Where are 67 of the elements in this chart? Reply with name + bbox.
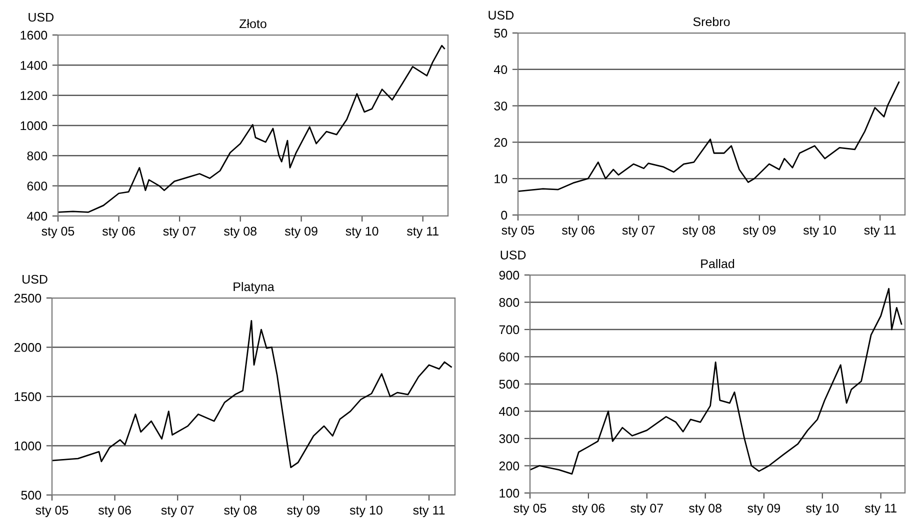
y-tick-label: 1600 (20, 30, 48, 40)
y-axis-title: USD (28, 12, 54, 22)
y-tick-label: 1000 (20, 121, 48, 130)
y-tick-label: 1500 (14, 392, 42, 402)
y-tick-label: 500 (499, 380, 520, 389)
x-tick-label: sty 11 (864, 226, 896, 238)
y-tick-label: 1000 (14, 442, 42, 450)
y-tick-label: 20 (494, 138, 508, 147)
x-tick-label: sty 09 (284, 226, 318, 238)
y-axis-title: USD (488, 10, 514, 20)
y-tick-label: 1200 (20, 91, 48, 100)
x-tick-label: sty 08 (224, 506, 257, 518)
x-tick-label: sty 07 (622, 226, 655, 238)
y-tick-label: 50 (494, 28, 508, 38)
y-tick-label: 2000 (14, 343, 42, 352)
y-tick-label: 300 (499, 434, 520, 444)
line-series (530, 288, 902, 475)
y-tick-label: 100 (500, 488, 520, 498)
y-tick-label: 0 (501, 210, 508, 220)
chart-title: Pallad (701, 258, 734, 268)
x-tick-label: sty 10 (350, 506, 382, 518)
x-tick-label: sty 06 (102, 226, 135, 238)
line-series (52, 320, 452, 468)
x-tick-label: sty 10 (346, 226, 378, 238)
line-series (58, 44, 446, 213)
x-tick-label: sty 07 (163, 226, 196, 238)
x-tick-label: sty 09 (748, 504, 780, 516)
x-tick-label: sty 09 (287, 506, 320, 518)
y-tick-label: 10 (494, 174, 508, 184)
x-tick-label: sty 10 (806, 504, 839, 516)
x-tick-label: sty 07 (630, 504, 663, 516)
x-tick-label: sty 05 (36, 506, 68, 518)
x-tick-label: sty 10 (803, 226, 836, 238)
y-tick-label: 700 (499, 325, 520, 334)
y-tick-label: 30 (494, 102, 508, 110)
y-tick-label: 200 (499, 462, 520, 470)
x-tick-label: sty 11 (864, 504, 896, 516)
x-tick-label: sty 06 (98, 506, 131, 518)
y-tick-label: 2500 (14, 294, 42, 303)
x-tick-label: sty 09 (743, 226, 776, 238)
chart-title: Platyna (234, 282, 274, 294)
y-tick-label: 1400 (20, 60, 48, 70)
y-tick-label: 500 (21, 490, 42, 500)
y-tick-label: 800 (27, 151, 48, 160)
y-tick-label: 600 (499, 352, 520, 362)
x-tick-label: sty 06 (572, 504, 605, 516)
x-tick-label: sty 05 (514, 504, 546, 516)
x-tick-label: sty 11 (406, 226, 438, 238)
x-tick-label: sty 08 (682, 226, 716, 238)
x-tick-label: sty 08 (224, 226, 256, 238)
y-tick-label: 600 (27, 182, 48, 190)
y-tick-label: 900 (499, 270, 520, 280)
x-tick-label: sty 07 (161, 506, 194, 518)
chart-title: Złoto (240, 18, 266, 28)
line-series (518, 81, 900, 192)
y-tick-label: 800 (499, 298, 520, 307)
y-tick-label: 400 (499, 407, 520, 416)
x-tick-label: sty 08 (689, 504, 722, 516)
y-axis-title: USD (22, 274, 48, 284)
y-tick-label: 400 (27, 212, 48, 221)
x-tick-label: sty 06 (562, 226, 594, 238)
x-tick-label: sty 05 (502, 226, 534, 238)
chart-title: Srebro (693, 16, 730, 26)
y-axis-title: USD (500, 250, 526, 260)
x-tick-label: sty 11 (413, 506, 445, 518)
y-tick-label: 40 (494, 65, 508, 74)
x-tick-label: sty 05 (42, 226, 74, 238)
